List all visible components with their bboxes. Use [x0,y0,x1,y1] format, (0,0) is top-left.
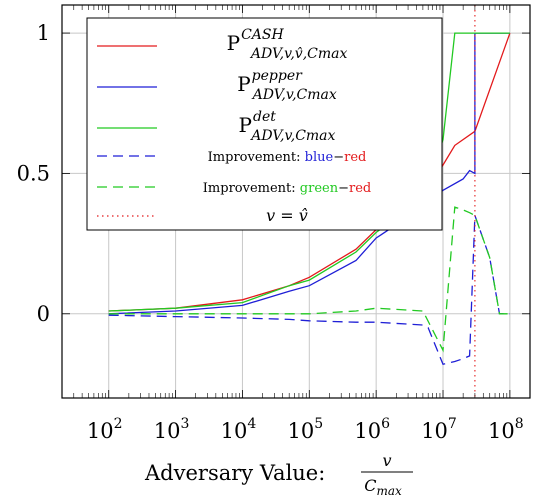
tick-labels: 102 103 104 105 106 107 108 0 0.5 1 [17,21,524,443]
x-axis-label: Adversary Value: v Cmax [144,451,413,498]
legend-label-2: Pdet ADV,v,Cmax [239,109,336,144]
legend-label-0: PCASH ADV,v,v̂,Cmax [227,27,348,62]
tick-marks [62,5,530,398]
plot-lines [108,5,511,398]
x-tick-label: 103 [154,416,190,443]
plot-frame [61,4,531,399]
x-tick-label: 107 [421,416,457,443]
y-tick-label: 1 [37,21,50,45]
legend: PCASH ADV,v,v̂,Cmax Ppepper ADV,v,Cmax Pdet A… [86,17,443,231]
x-axis-label-numerator: v [382,451,391,470]
series-line-0 [108,32,511,312]
series-line-3 [108,215,510,366]
x-tick-label: 105 [287,416,323,443]
x-axis-label-denominator: Cmax [364,476,402,498]
x-tick-label: 102 [87,416,123,443]
series-line-2 [108,32,510,312]
x-tick-label: 104 [221,416,257,443]
series-line-4 [108,206,510,353]
legend-box [86,17,443,231]
y-tick-label: 0 [37,302,50,326]
legend-label-3: Improvement: blue−red [208,150,367,165]
y-tick-label: 0.5 [17,161,50,185]
legend-label-4: Improvement: green−red [203,181,371,196]
x-axis-label-text: Adversary Value: [144,461,325,485]
legend-label-5: v = v̂ [266,206,308,225]
x-tick-label: 108 [488,416,524,443]
x-tick-label: 106 [354,416,390,443]
legend-label-1: Ppepper ADV,v,Cmax [237,68,337,103]
